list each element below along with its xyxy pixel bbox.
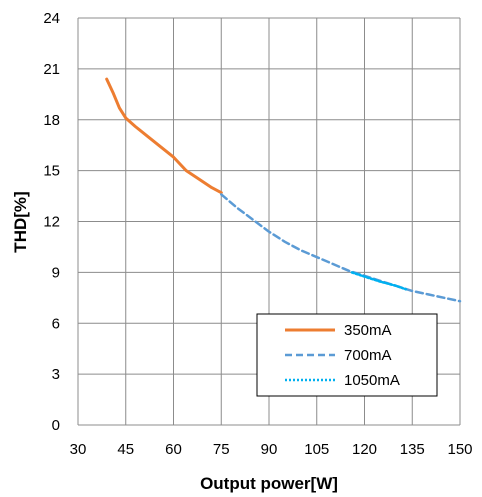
y-tick-label: 0 (52, 417, 60, 434)
y-tick-label: 15 (43, 163, 60, 180)
legend-label-1050mA: 1050mA (344, 372, 400, 389)
y-axis-title: THD[%] (11, 191, 30, 252)
x-tick-label: 75 (213, 441, 230, 458)
y-tick-label: 21 (43, 61, 60, 78)
x-axis-title: Output power[W] (200, 474, 338, 493)
x-tick-label: 120 (352, 441, 377, 458)
y-tick-label: 24 (43, 10, 60, 27)
x-tick-label: 150 (447, 441, 472, 458)
x-tick-label: 30 (70, 441, 87, 458)
x-tick-label: 60 (165, 441, 182, 458)
y-tick-label: 12 (43, 214, 60, 231)
series-line-350mA (105, 77, 223, 195)
legend-label-700mA: 700mA (344, 347, 392, 364)
series-lines (105, 77, 462, 303)
x-tick-labels: 30 45 60 75 90 105 120 135 150 (70, 441, 473, 458)
series-line-1050mA (350, 271, 408, 291)
legend: 350mA 700mA 1050mA (256, 313, 438, 397)
x-tick-label: 135 (400, 441, 425, 458)
x-tick-label: 90 (261, 441, 278, 458)
x-tick-label: 45 (117, 441, 134, 458)
x-tick-label: 105 (304, 441, 329, 458)
legend-label-350mA: 350mA (344, 322, 392, 339)
y-tick-label: 18 (43, 112, 60, 129)
y-tick-labels: 0 3 6 9 12 15 18 21 24 (43, 10, 60, 434)
y-tick-label: 3 (52, 366, 60, 383)
y-tick-label: 9 (52, 264, 60, 281)
series-line-700mA (220, 193, 462, 303)
y-tick-label: 6 (52, 315, 60, 332)
